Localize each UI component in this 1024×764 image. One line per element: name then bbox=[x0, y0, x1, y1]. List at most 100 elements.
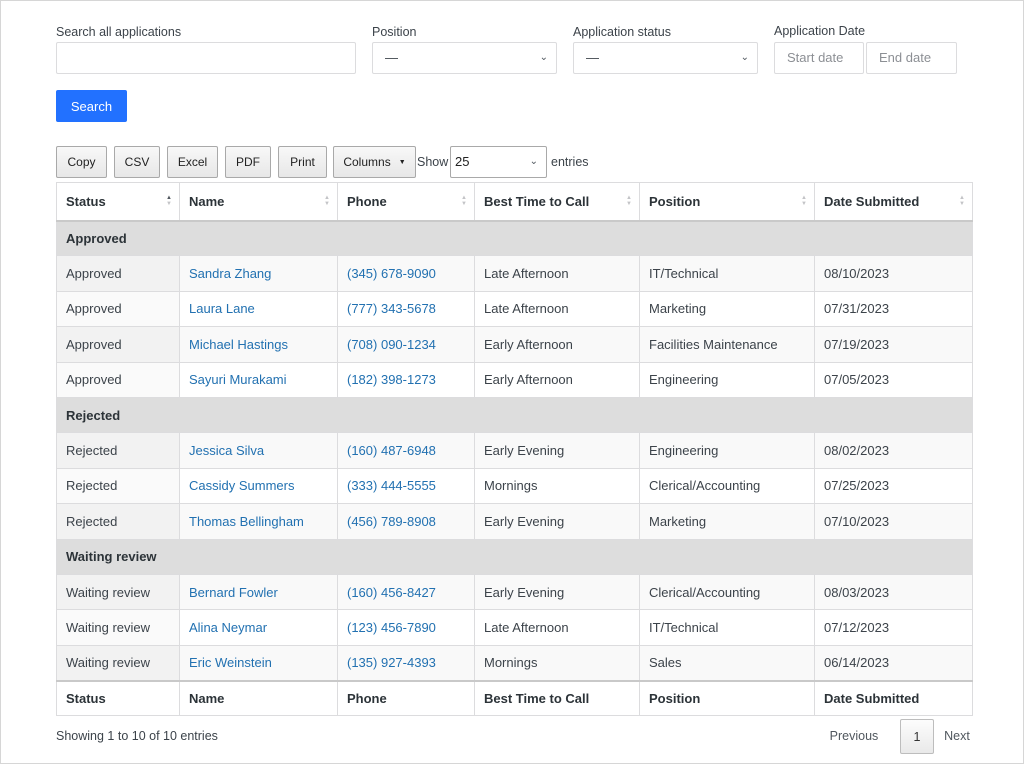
cell-best-time: Mornings bbox=[474, 467, 640, 505]
end-date-input[interactable]: End date bbox=[866, 42, 957, 74]
group-row: Waiting review bbox=[56, 538, 973, 575]
phone-link[interactable]: (182) 398-1273 bbox=[347, 372, 436, 388]
column-header-best-time[interactable]: Best Time to Call ▲ ▼ bbox=[474, 182, 640, 222]
cell-best-time: Early Evening bbox=[474, 573, 640, 611]
cell-name: Sayuri Murakami bbox=[179, 361, 338, 398]
phone-link[interactable]: (135) 927-4393 bbox=[347, 655, 436, 671]
cell-status: Approved bbox=[56, 290, 180, 328]
group-row: Approved bbox=[56, 219, 973, 257]
column-header-date[interactable]: Date Submitted ▲ ▼ bbox=[814, 182, 973, 222]
applicant-name-link[interactable]: Sayuri Murakami bbox=[189, 372, 287, 388]
cell-position: Sales bbox=[639, 644, 815, 682]
chevron-down-icon: ⌄ bbox=[529, 156, 538, 167]
cell-phone: (708) 090-1234 bbox=[337, 326, 475, 363]
cell-position: Marketing bbox=[639, 503, 815, 540]
applications-table-wrapper: Status ▲ ▼ Name ▲ ▼ Phone ▲ ▼ Best Time to Call ▲ ▼… bbox=[56, 182, 973, 717]
column-header-position[interactable]: Position ▲ ▼ bbox=[639, 182, 815, 222]
phone-link[interactable]: (777) 343-5678 bbox=[347, 301, 436, 317]
phone-link[interactable]: (160) 456-8427 bbox=[347, 584, 436, 600]
cell-name: Cassidy Summers bbox=[179, 467, 338, 505]
start-date-input[interactable]: Start date bbox=[774, 42, 864, 74]
table-row: Rejected Jessica Silva (160) 487-6948 Early… bbox=[56, 432, 973, 469]
cell-status: Waiting review bbox=[56, 609, 180, 646]
group-label: Approved bbox=[56, 219, 973, 257]
excel-button[interactable]: Excel bbox=[167, 146, 218, 178]
footer-header-position: Position bbox=[639, 679, 815, 717]
page-1-button[interactable]: 1 bbox=[900, 719, 934, 754]
applicant-name-link[interactable]: Thomas Bellingham bbox=[189, 513, 304, 529]
phone-link[interactable]: (345) 678-9090 bbox=[347, 266, 436, 282]
cell-best-time: Late Afternoon bbox=[474, 609, 640, 646]
cell-best-time: Late Afternoon bbox=[474, 290, 640, 328]
cell-phone: (345) 678-9090 bbox=[337, 255, 475, 292]
applicant-name-link[interactable]: Michael Hastings bbox=[189, 336, 288, 352]
group-label: Waiting review bbox=[56, 538, 973, 575]
table-row: Rejected Thomas Bellingham (456) 789-8908 E… bbox=[56, 503, 973, 540]
previous-page-button[interactable]: Previous bbox=[829, 729, 879, 743]
applicant-name-link[interactable]: Bernard Fowler bbox=[189, 584, 278, 600]
table-row: Waiting review Alina Neymar (123) 456-7890… bbox=[56, 609, 973, 646]
cell-position: Facilities Maintenance bbox=[639, 326, 815, 363]
applicant-name-link[interactable]: Alina Neymar bbox=[189, 619, 268, 635]
applicant-name-link[interactable]: Sandra Zhang bbox=[189, 266, 272, 282]
entries-label: entries bbox=[551, 155, 589, 169]
table-row: Approved Sandra Zhang (345) 678-9090 Late A… bbox=[56, 255, 973, 292]
cell-status: Approved bbox=[56, 255, 180, 292]
search-button[interactable]: Search bbox=[56, 90, 127, 122]
sort-ascending-icon: ▲ ▼ bbox=[166, 195, 172, 207]
footer-header-best-time: Best Time to Call bbox=[474, 679, 640, 717]
status-select[interactable]: — ⌄ bbox=[573, 42, 758, 74]
cell-status: Waiting review bbox=[56, 573, 180, 611]
cell-name: Alina Neymar bbox=[179, 609, 338, 646]
cell-position: IT/Technical bbox=[639, 255, 815, 292]
page-length-select[interactable]: 25 ⌄ bbox=[450, 146, 547, 178]
applicant-name-link[interactable]: Jessica Silva bbox=[189, 443, 265, 459]
print-button[interactable]: Print bbox=[278, 146, 327, 178]
cell-phone: (333) 444-5555 bbox=[337, 467, 475, 505]
search-label: Search all applications bbox=[56, 25, 182, 39]
cell-position: Marketing bbox=[639, 290, 815, 328]
cell-status: Rejected bbox=[56, 467, 180, 505]
phone-link[interactable]: (160) 487-6948 bbox=[347, 443, 436, 459]
cell-phone: (777) 343-5678 bbox=[337, 290, 475, 328]
search-input[interactable] bbox=[56, 42, 356, 74]
next-page-button[interactable]: Next bbox=[944, 729, 970, 743]
cell-name: Michael Hastings bbox=[179, 326, 338, 363]
phone-link[interactable]: (456) 789-8908 bbox=[347, 513, 436, 529]
phone-link[interactable]: (333) 444-5555 bbox=[347, 478, 436, 494]
table-row: Approved Laura Lane (777) 343-5678 Late Aft… bbox=[56, 290, 973, 328]
cell-best-time: Early Afternoon bbox=[474, 361, 640, 398]
cell-name: Bernard Fowler bbox=[179, 573, 338, 611]
pdf-button[interactable]: PDF bbox=[225, 146, 271, 178]
cell-best-time: Mornings bbox=[474, 644, 640, 682]
cell-status: Waiting review bbox=[56, 644, 180, 682]
columns-button-label: Columns bbox=[343, 155, 391, 169]
applicant-name-link[interactable]: Eric Weinstein bbox=[189, 655, 272, 671]
phone-link[interactable]: (708) 090-1234 bbox=[347, 336, 436, 352]
position-select-value: — bbox=[385, 50, 398, 65]
status-label: Application status bbox=[573, 25, 671, 39]
applicant-name-link[interactable]: Laura Lane bbox=[189, 301, 255, 317]
cell-phone: (123) 456-7890 bbox=[337, 609, 475, 646]
cell-status: Rejected bbox=[56, 432, 180, 469]
column-header-name[interactable]: Name ▲ ▼ bbox=[179, 182, 338, 222]
column-header-phone[interactable]: Phone ▲ ▼ bbox=[337, 182, 475, 222]
columns-button[interactable]: Columns ▼ bbox=[333, 146, 416, 178]
cell-status: Approved bbox=[56, 361, 180, 398]
copy-button[interactable]: Copy bbox=[56, 146, 107, 178]
cell-position: Clerical/Accounting bbox=[639, 573, 815, 611]
column-header-label: Phone bbox=[347, 193, 387, 209]
position-select[interactable]: — ⌄ bbox=[372, 42, 557, 74]
column-header-status[interactable]: Status ▲ ▼ bbox=[56, 182, 180, 222]
phone-link[interactable]: (123) 456-7890 bbox=[347, 619, 436, 635]
table-row: Approved Michael Hastings (708) 090-1234 Ea… bbox=[56, 326, 973, 363]
chevron-down-icon: ⌄ bbox=[539, 52, 548, 63]
csv-button[interactable]: CSV bbox=[114, 146, 160, 178]
applicant-name-link[interactable]: Cassidy Summers bbox=[189, 478, 295, 494]
cell-best-time: Early Afternoon bbox=[474, 326, 640, 363]
table-info: Showing 1 to 10 of 10 entries bbox=[56, 729, 218, 743]
cell-name: Sandra Zhang bbox=[179, 255, 338, 292]
sort-icon: ▲ ▼ bbox=[626, 195, 632, 207]
cell-date: 06/14/2023 bbox=[814, 644, 973, 682]
show-label: Show bbox=[417, 155, 449, 169]
